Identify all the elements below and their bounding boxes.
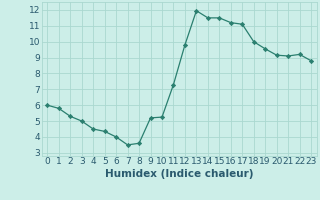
X-axis label: Humidex (Indice chaleur): Humidex (Indice chaleur) <box>105 169 253 179</box>
